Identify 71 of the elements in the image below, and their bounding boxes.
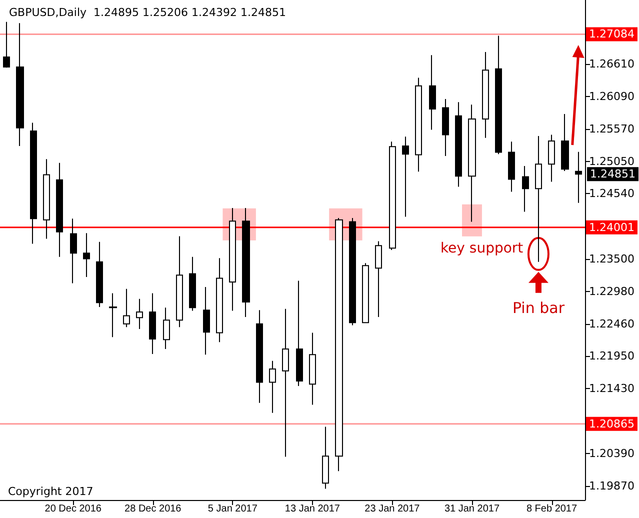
y-tick-label: 1.25570 bbox=[589, 122, 634, 136]
candlestick bbox=[495, 35, 502, 155]
candlestick bbox=[455, 102, 462, 188]
y-tick-label: 1.22460 bbox=[589, 317, 634, 330]
candlestick bbox=[56, 162, 63, 258]
candlestick bbox=[269, 360, 276, 414]
candlestick bbox=[442, 98, 449, 157]
candlestick bbox=[16, 22, 24, 146]
candlestick bbox=[242, 208, 250, 318]
ref-line-label: 1.20865 bbox=[589, 417, 634, 430]
candlestick bbox=[136, 298, 143, 330]
candlestick bbox=[149, 292, 156, 355]
annotation: Copyright 2017 bbox=[8, 485, 94, 498]
candlestick bbox=[375, 240, 382, 318]
y-tick-label: 1.23500 bbox=[589, 252, 634, 266]
text: 1.24851 bbox=[590, 168, 636, 181]
y-tick-label: 1.24540 bbox=[589, 187, 634, 200]
ref-line-label: 1.24001 bbox=[589, 220, 634, 234]
x-tick-label: 23 Jan 2017 bbox=[364, 504, 420, 514]
candlestick bbox=[109, 292, 117, 338]
candlestick bbox=[349, 218, 356, 326]
candlestick bbox=[296, 280, 303, 386]
candlestick bbox=[30, 122, 37, 244]
y-tick-label: 1.19870 bbox=[589, 480, 634, 493]
candlestick bbox=[575, 151, 582, 204]
candlestick bbox=[429, 54, 436, 130]
ref-line-label: 1.27084 bbox=[589, 28, 634, 41]
candlestick bbox=[216, 258, 223, 343]
candlestick bbox=[189, 256, 196, 312]
x-tick-label: 31 Jan 2017 bbox=[444, 504, 500, 514]
candlestick bbox=[535, 135, 542, 262]
candlestick bbox=[229, 208, 236, 312]
annotation: Pin bar bbox=[512, 298, 566, 317]
candlestick bbox=[3, 21, 10, 68]
candlestick bbox=[548, 134, 555, 182]
candlestick bbox=[83, 232, 90, 278]
y-tick-label: 1.22980 bbox=[589, 284, 634, 298]
y-tick-label: 1.20390 bbox=[589, 447, 634, 460]
candlestick bbox=[522, 166, 529, 212]
candlestick bbox=[482, 52, 489, 138]
candlestick bbox=[43, 158, 50, 240]
x-tick-label: 8 Feb 2017 bbox=[526, 504, 578, 514]
y-tick-label: 1.26090 bbox=[589, 90, 634, 103]
candlestick bbox=[163, 307, 170, 350]
x-tick-label: 20 Dec 2016 bbox=[44, 504, 102, 514]
candlestick bbox=[561, 114, 569, 172]
candlestick bbox=[203, 286, 210, 356]
candlestick bbox=[96, 241, 103, 308]
candlestick bbox=[362, 262, 369, 324]
candlestick bbox=[176, 236, 183, 328]
x-tick-label: 13 Jan 2017 bbox=[284, 504, 340, 514]
y-tick-label: 1.21950 bbox=[589, 349, 634, 362]
y-tick-label: 1.21430 bbox=[589, 382, 634, 395]
candlestick bbox=[389, 141, 396, 250]
candlestick bbox=[322, 426, 329, 490]
x-tick-label: 28 Dec 2016 bbox=[124, 504, 182, 514]
candlestick bbox=[70, 218, 77, 284]
y-tick-label: 1.26610 bbox=[589, 57, 634, 70]
candlestick bbox=[335, 218, 343, 472]
annotation: key support bbox=[440, 240, 524, 256]
candlestick bbox=[282, 308, 289, 458]
candlestick bbox=[256, 310, 263, 404]
text: GBPUSD,Daily 1.24895 1.25206 1.24392 1.24851 bbox=[9, 6, 286, 19]
candlestick bbox=[508, 141, 515, 192]
candlestick bbox=[468, 104, 476, 222]
x-tick-label: 5 Jan 2017 bbox=[208, 504, 258, 514]
candlestick bbox=[415, 77, 422, 172]
candlestick bbox=[123, 288, 130, 328]
candlestick bbox=[309, 332, 316, 406]
candlestick bbox=[402, 136, 409, 218]
y-tick-label: 1.25050 bbox=[589, 155, 634, 168]
